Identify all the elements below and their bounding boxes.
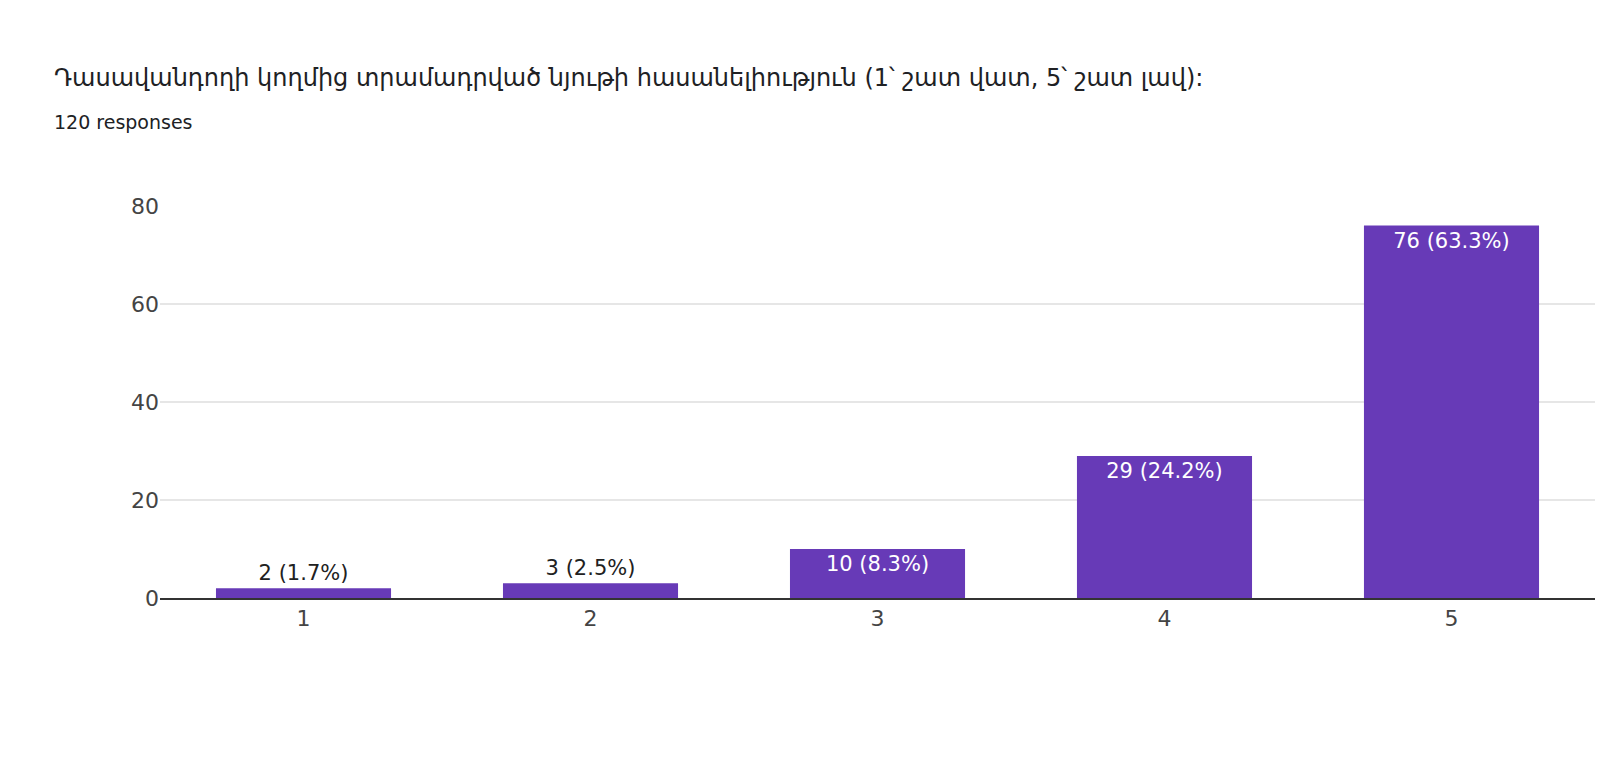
- svg-text:0: 0: [145, 586, 159, 611]
- svg-text:80: 80: [131, 194, 159, 219]
- svg-text:76 (63.3%): 76 (63.3%): [1393, 229, 1510, 253]
- svg-text:5: 5: [1445, 606, 1459, 631]
- svg-text:Դասավանդողի կողմից տրամադրված: Դասավանդողի կողմից տրամադրված նյութի հաս…: [54, 64, 1203, 92]
- svg-text:3: 3: [871, 606, 885, 631]
- svg-text:4: 4: [1158, 606, 1172, 631]
- svg-text:60: 60: [131, 292, 159, 317]
- svg-text:2 (1.7%): 2 (1.7%): [259, 561, 349, 585]
- svg-text:10 (8.3%): 10 (8.3%): [826, 552, 929, 576]
- svg-text:20: 20: [131, 488, 159, 513]
- svg-text:120 responses: 120 responses: [54, 111, 193, 133]
- svg-text:1: 1: [297, 606, 311, 631]
- svg-text:29 (24.2%): 29 (24.2%): [1106, 459, 1223, 483]
- svg-text:2: 2: [584, 606, 598, 631]
- svg-text:3 (2.5%): 3 (2.5%): [546, 556, 636, 580]
- svg-text:40: 40: [131, 390, 159, 415]
